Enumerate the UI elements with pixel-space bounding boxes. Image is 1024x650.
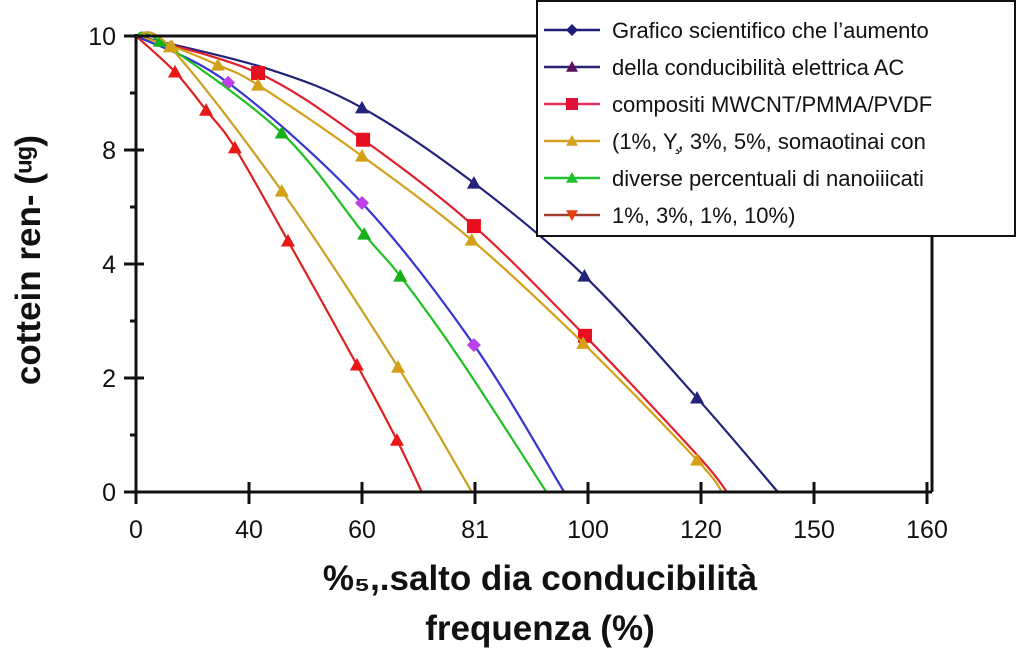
y-tick-label: 2 (102, 365, 116, 393)
data-point (464, 233, 479, 246)
series-line (135, 35, 423, 493)
data-point (251, 66, 266, 81)
diamond-marker (566, 24, 578, 36)
x-tick-label: 120 (680, 516, 722, 544)
x-tick-label: 150 (793, 516, 835, 544)
data-point (280, 233, 295, 247)
y-axis-title: cottein ren- (ᵘᵍ) (9, 135, 48, 385)
data-point (162, 39, 177, 53)
data-point (355, 100, 369, 114)
series-green (135, 31, 548, 493)
legend-label: della conducibilità elettrica AC (612, 55, 904, 80)
data-point (274, 184, 289, 197)
legend-entry: diverse percentuali di nanoiiicati (544, 166, 924, 191)
legend-entry: della conducibilità elettrica AC (544, 55, 904, 80)
legend-label: compositi MWCNT/PMMA/PVDF (612, 92, 932, 117)
y-tick-label: 4 (102, 251, 116, 279)
triangle-up-marker (566, 172, 578, 183)
data-point (167, 64, 182, 78)
y-tick-label: 10 (88, 23, 116, 51)
series-gold-left (135, 31, 473, 493)
x-tick-label: 160 (906, 516, 948, 544)
series-line (135, 31, 473, 493)
data-point (355, 196, 369, 211)
data-point (357, 227, 372, 240)
data-point (199, 103, 214, 116)
triangle-down-marker (566, 210, 578, 221)
legend-entry: (1%, Υ̧, 3%, 5%, somaotinai con (544, 129, 926, 155)
data-point (393, 268, 408, 282)
triangle-up-marker (566, 135, 578, 146)
axes: 0 40 60 81 100 120 150 160 0 2 4 8 10 (88, 23, 948, 544)
data-point (466, 219, 481, 234)
legend-box (536, 0, 1016, 237)
data-point (576, 336, 591, 349)
data-point (389, 433, 404, 446)
x-axis-title-line1: %₅,.salto dia conducibilità (323, 559, 758, 598)
data-point (391, 360, 406, 373)
series-layer (135, 31, 779, 493)
data-point (356, 132, 371, 147)
series-line (135, 35, 566, 493)
data-point (690, 453, 705, 466)
y-tick-label: 0 (102, 479, 116, 507)
data-point (153, 34, 168, 47)
legend-label: diverse percentuali di nanoiiicati (612, 166, 924, 191)
data-point (227, 140, 242, 154)
series-line (135, 34, 723, 493)
data-point (577, 268, 592, 282)
legend-entry: compositi MWCNT/PMMA/PVDF (544, 92, 932, 117)
data-point (466, 337, 481, 352)
x-tick-label: 0 (129, 516, 143, 544)
legend: Grafico scientifico che l’aumento della c… (536, 0, 1016, 237)
y-tick-label: 8 (102, 137, 116, 165)
data-point (355, 148, 369, 162)
triangle-up-marker (566, 61, 578, 72)
data-point (349, 357, 364, 371)
legend-label: (1%, Υ̧, 3%, 5%, somaotinai con (612, 129, 926, 155)
series-line (135, 31, 548, 493)
legend-label: Grafico scientifico che l’aumento (612, 18, 929, 43)
data-point (210, 58, 225, 71)
legend-entry: Grafico scientifico che l’aumento (544, 18, 929, 43)
x-tick-label: 81 (461, 516, 489, 544)
legend-entry: 1%, 3%, 1%, 10%) (544, 203, 795, 228)
data-point (690, 390, 705, 404)
series-red-left (135, 35, 423, 493)
legend-label: 1%, 3%, 1%, 10%) (612, 203, 795, 228)
data-point (274, 125, 289, 139)
square-marker (566, 98, 578, 110)
x-tick-label: 60 (348, 516, 376, 544)
series-red-right (135, 34, 728, 493)
data-point (466, 176, 481, 189)
data-point (251, 78, 266, 91)
x-axis-title-line2: frequenza (%) (425, 609, 654, 648)
x-tick-label: 40 (235, 516, 263, 544)
axis-labels: %₅,.salto dia conducibilità frequenza (%… (9, 135, 758, 648)
x-tick-label: 100 (567, 516, 609, 544)
